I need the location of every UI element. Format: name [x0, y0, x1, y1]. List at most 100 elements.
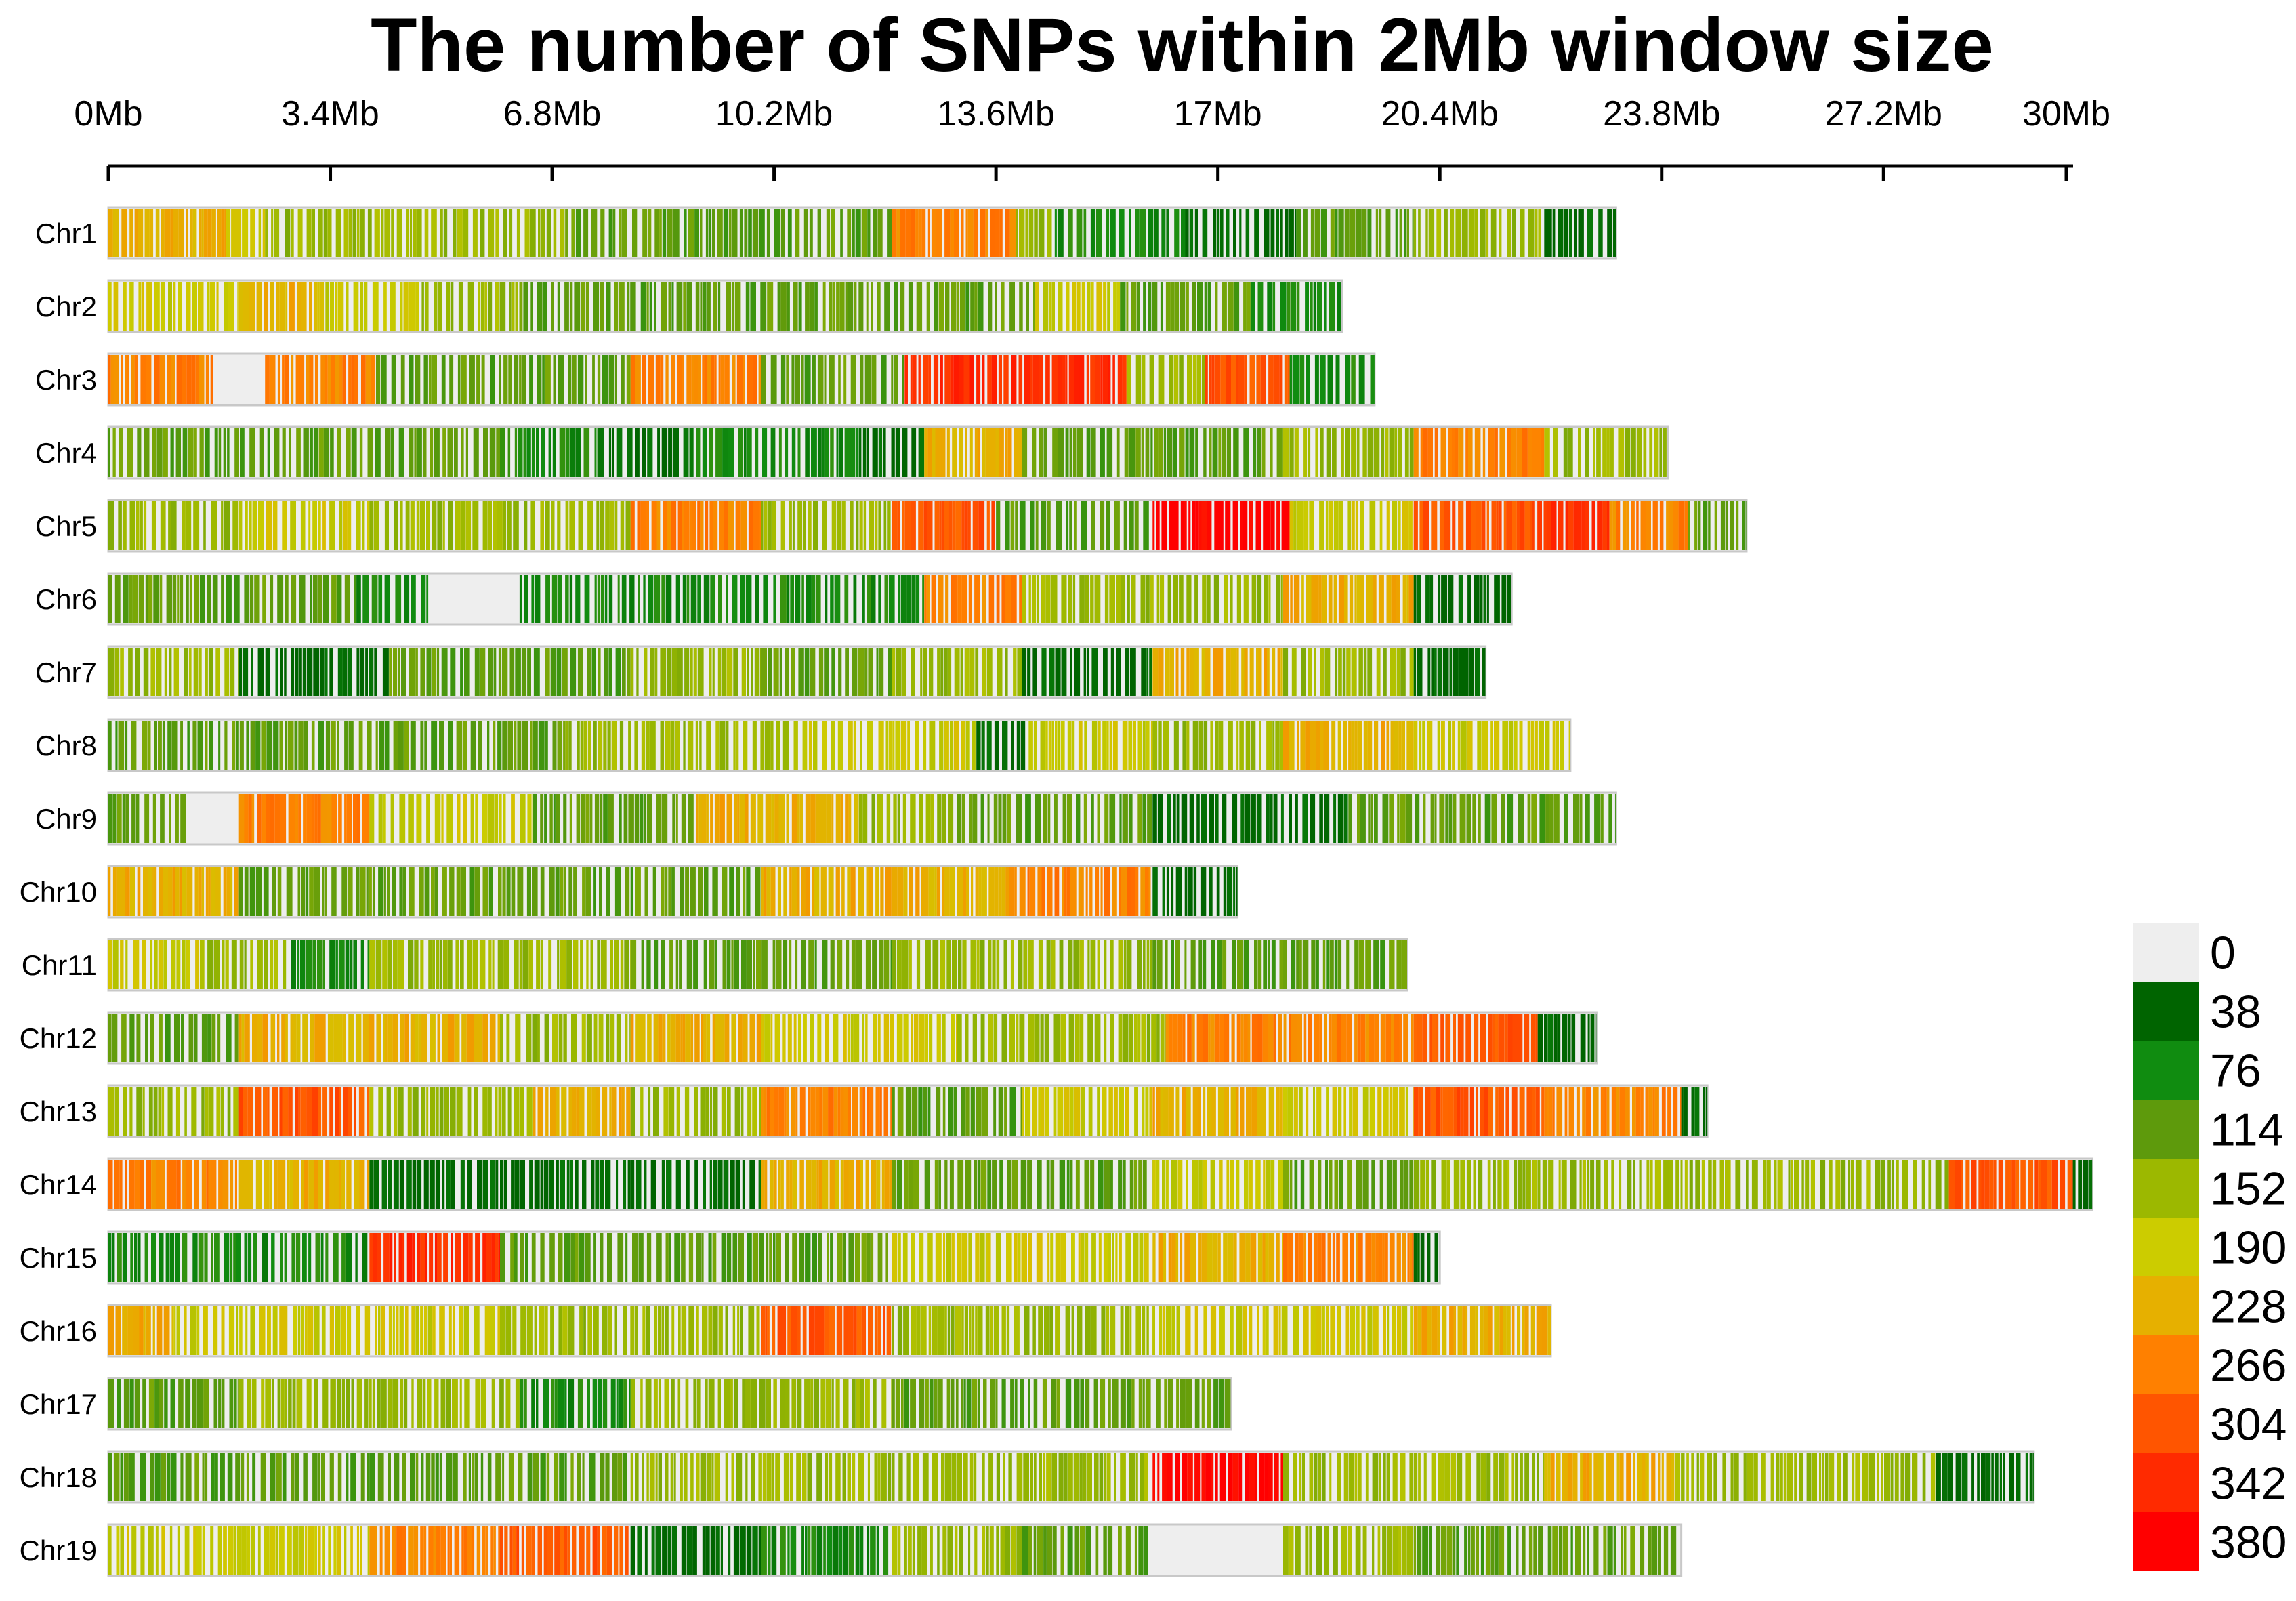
snp-density-bar — [1135, 209, 1140, 257]
snp-density-bar — [982, 428, 986, 477]
density-segment — [1283, 940, 1407, 989]
snp-density-bar — [138, 282, 142, 331]
snp-density-bar — [1011, 1160, 1018, 1209]
snp-density-bar — [966, 867, 969, 916]
snp-density-bar — [1180, 501, 1184, 550]
snp-density-bar — [1190, 940, 1196, 989]
snp-density-bar — [968, 1526, 971, 1575]
snp-density-bar — [592, 355, 595, 404]
snp-density-bar — [571, 1014, 577, 1062]
snp-density-bar — [929, 1379, 934, 1428]
snp-density-bar — [402, 1453, 406, 1501]
density-segment — [1544, 428, 1667, 477]
snp-density-bar — [377, 1233, 381, 1282]
snp-density-bar — [911, 428, 917, 477]
snp-density-bar — [1213, 575, 1219, 623]
snp-density-bar — [702, 1526, 705, 1575]
snp-density-bar — [681, 1233, 686, 1282]
snp-density-bar — [1230, 1306, 1234, 1355]
snp-density-bar — [193, 648, 199, 696]
snp-density-bar — [391, 209, 394, 257]
snp-density-bar — [671, 1379, 675, 1428]
snp-density-bar — [253, 1233, 257, 1282]
snp-density-bar — [902, 428, 908, 477]
snp-density-bar — [1011, 1526, 1016, 1575]
snp-density-bar — [1680, 1087, 1682, 1136]
snp-density-bar — [851, 940, 856, 989]
snp-density-bar — [703, 1160, 706, 1209]
snp-density-bar — [1207, 1379, 1211, 1428]
snp-density-bar — [239, 940, 244, 989]
snp-density-bar — [1310, 794, 1316, 843]
snp-density-bar — [711, 209, 715, 257]
snp-density-bar — [520, 1160, 525, 1209]
snp-density-bar — [705, 355, 707, 404]
snp-density-bar — [108, 575, 112, 623]
snp-density-bar — [503, 501, 507, 550]
snp-density-bar — [381, 355, 387, 404]
snp-density-bar — [1819, 1453, 1822, 1501]
snp-density-bar — [135, 648, 140, 696]
snp-density-bar — [1245, 721, 1251, 770]
snp-density-bar — [1210, 721, 1213, 770]
snp-density-bar — [579, 1087, 585, 1136]
snp-density-bar — [1086, 428, 1091, 477]
snp-density-bar — [308, 1160, 314, 1209]
snp-density-bar — [213, 1306, 218, 1355]
snp-density-bar — [379, 1526, 383, 1575]
snp-density-bar — [1333, 501, 1339, 550]
snp-density-bar — [531, 1379, 535, 1428]
snp-density-bar — [1696, 1453, 1699, 1501]
snp-density-bar — [1129, 428, 1135, 477]
snp-density-bar — [291, 1233, 295, 1282]
snp-density-bar — [199, 575, 205, 623]
snp-density-bar — [867, 1453, 870, 1501]
snp-density-bar — [1088, 1087, 1093, 1136]
snp-density-bar — [1329, 1453, 1332, 1501]
density-segment — [369, 1160, 631, 1209]
snp-density-bar — [1294, 1160, 1298, 1209]
snp-density-bar — [1124, 428, 1129, 477]
snp-density-bar — [158, 721, 162, 770]
snp-density-bar — [1047, 209, 1052, 257]
density-segment — [500, 1306, 760, 1355]
snp-density-bar — [1570, 1160, 1577, 1209]
snp-density-bar — [1293, 1306, 1299, 1355]
snp-density-bar — [1109, 721, 1112, 770]
snp-density-bar — [737, 1306, 740, 1355]
snp-density-bar — [863, 501, 867, 550]
snp-density-bar — [2067, 1160, 2072, 1209]
snp-density-bar — [895, 721, 900, 770]
snp-density-bar — [888, 648, 892, 696]
snp-density-bar — [644, 794, 646, 843]
snp-density-bar — [161, 209, 165, 257]
density-segment — [1009, 867, 1151, 916]
snp-density-bar — [1249, 1306, 1253, 1355]
density-segment — [356, 575, 429, 623]
snp-density-bar — [726, 282, 732, 331]
snp-density-bar — [790, 575, 794, 623]
snp-density-bar — [1507, 575, 1511, 623]
snp-density-bar — [567, 1526, 570, 1575]
snp-density-bar — [583, 209, 589, 257]
snp-density-bar — [120, 940, 124, 989]
snp-density-bar — [186, 940, 190, 989]
snp-density-bar — [1266, 721, 1272, 770]
snp-density-bar — [626, 1087, 631, 1136]
snp-density-bar — [577, 648, 583, 696]
snp-density-bar — [1010, 1379, 1014, 1428]
snp-density-bar — [186, 867, 193, 916]
snp-density-bar — [552, 1014, 558, 1062]
snp-density-bar — [1119, 209, 1125, 257]
snp-density-bar — [1309, 1160, 1314, 1209]
snp-density-bar — [996, 501, 1001, 550]
snp-density-bar — [712, 1014, 715, 1062]
snp-density-bar — [549, 1160, 554, 1209]
snp-density-bar — [514, 1087, 520, 1136]
snp-density-bar — [1030, 1453, 1033, 1501]
density-segment — [1205, 355, 1290, 404]
snp-density-bar — [1535, 1014, 1538, 1062]
snp-density-bar — [1156, 1379, 1161, 1428]
snp-density-bar — [1280, 575, 1283, 623]
snp-density-bar — [1501, 575, 1507, 623]
